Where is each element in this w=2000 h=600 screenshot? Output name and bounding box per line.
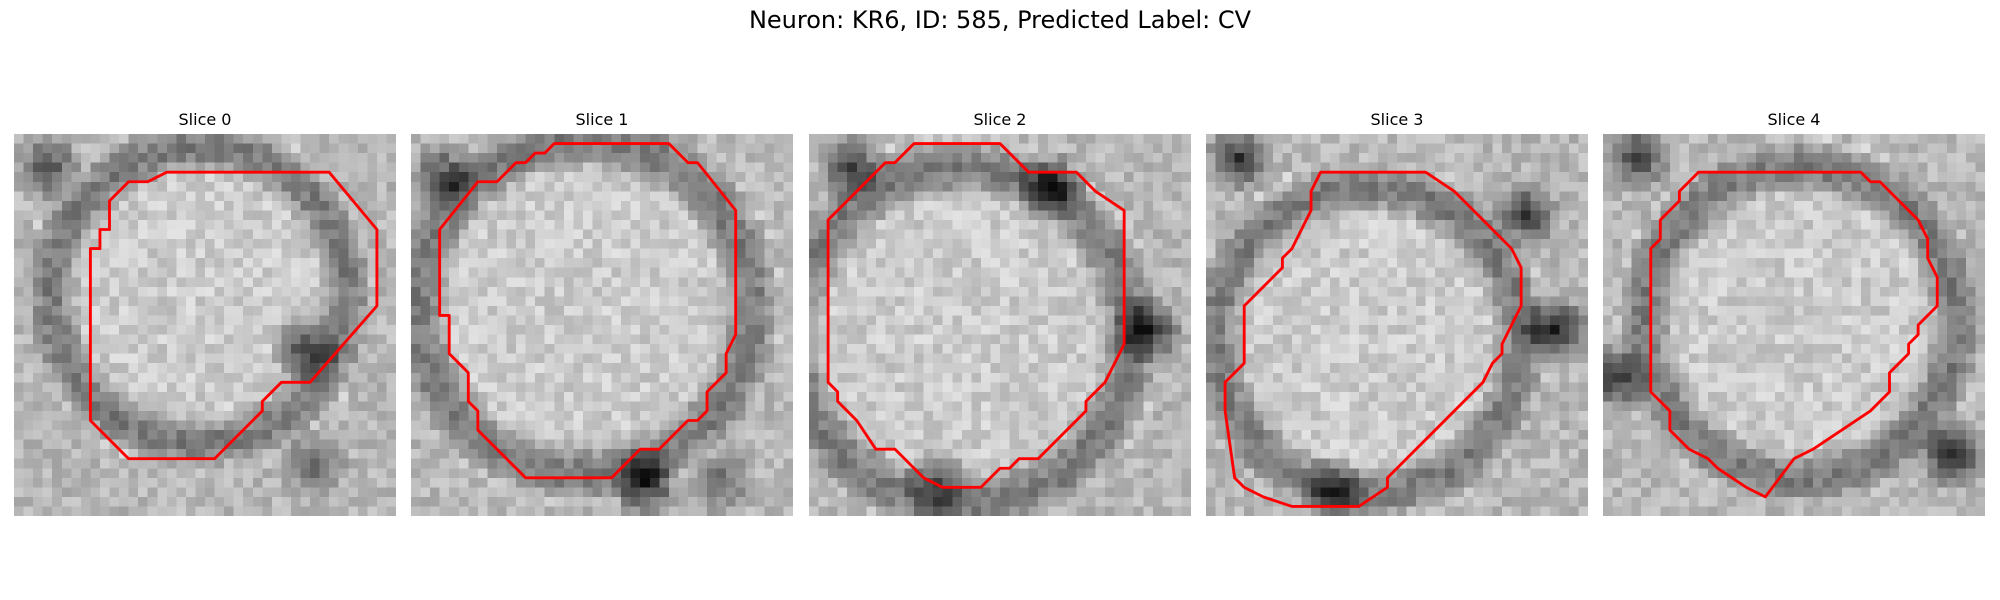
figure-title: Neuron: KR6, ID: 585, Predicted Label: C… <box>748 6 1252 34</box>
slice-2-title: Slice 2 <box>973 110 1027 129</box>
slice-panel-4: Slice 4 <box>1603 108 1985 516</box>
roi-contour <box>826 142 1126 489</box>
slice-panel-0: Slice 0 <box>14 108 396 516</box>
roi-contour <box>1649 170 1939 499</box>
slice-1-title: Slice 1 <box>575 110 629 129</box>
roi-contour <box>438 142 738 480</box>
slice-4-title: Slice 4 <box>1767 110 1821 129</box>
slice-1-image <box>411 134 793 516</box>
slice-0-title: Slice 0 <box>178 110 232 129</box>
slice-3-image <box>1206 134 1588 516</box>
slice-2-image <box>809 134 1191 516</box>
slice-3-title: Slice 3 <box>1370 110 1424 129</box>
slice-0-image <box>14 134 396 516</box>
roi-contour <box>1223 170 1523 508</box>
roi-contour <box>88 170 379 461</box>
slice-panel-2: Slice 2 <box>809 108 1191 516</box>
slice-panel-3: Slice 3 <box>1206 108 1588 516</box>
slice-panel-1: Slice 1 <box>411 108 793 516</box>
slice-4-image <box>1603 134 1985 516</box>
